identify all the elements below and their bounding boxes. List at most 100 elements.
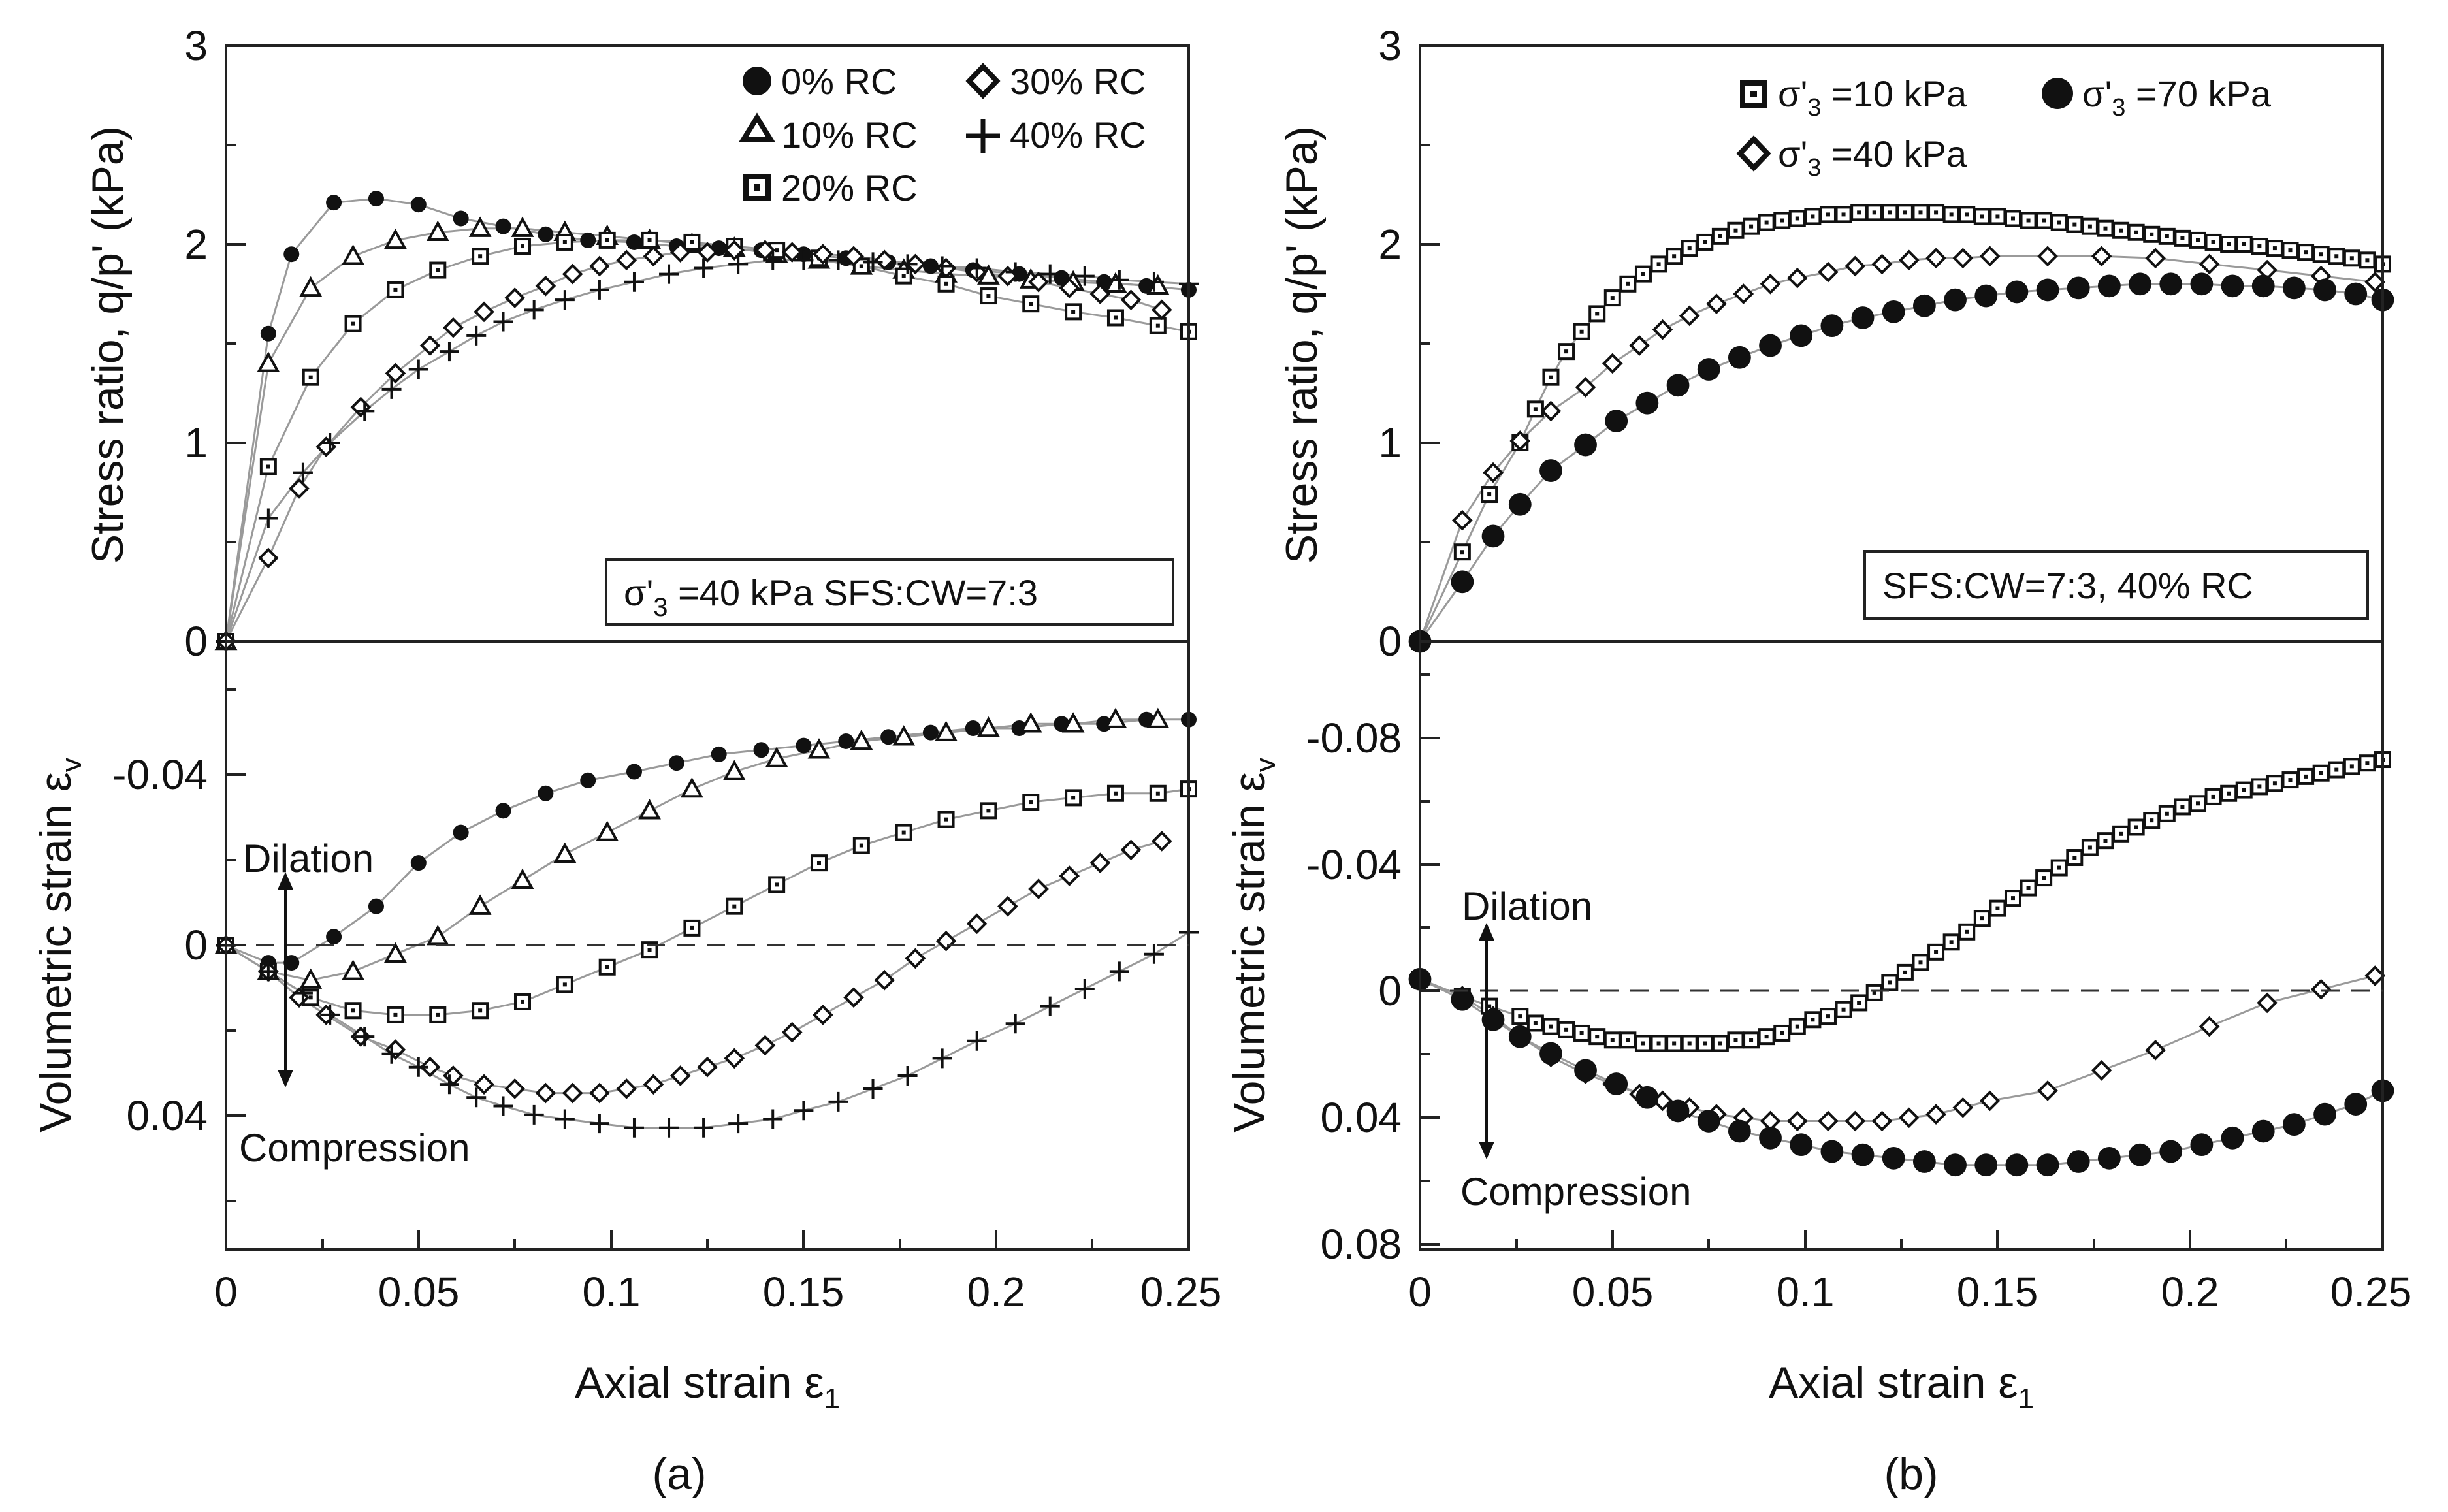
y-tick-label: 0 (1378, 967, 1402, 1014)
panel-b: 0 1 2 3 Stress ratio, q/p' (kPa) σ'3 =10… (1225, 22, 2411, 1499)
data-point-plus (589, 1114, 609, 1134)
data-point-open-diamond (997, 895, 1018, 917)
data-point-filled-circle (626, 234, 642, 250)
data-point-open-triangle (426, 220, 449, 241)
data-point-square (1743, 1031, 1760, 1049)
data-point-square (2097, 832, 2114, 850)
data-point-open-diamond (1652, 319, 1673, 340)
y-tick-label: 2 (184, 221, 208, 268)
data-point-open-triangle (384, 942, 407, 963)
legend-label-sigma-40: σ'3 =40 kPa (1778, 133, 1967, 182)
panel-b-compression-label: Compression (1460, 1170, 1691, 1214)
data-point-open-diamond (813, 1005, 833, 1025)
data-point-square (1619, 1031, 1637, 1049)
data-point-square (1927, 943, 1945, 961)
data-point-plus (408, 1057, 428, 1077)
series-line (1419, 255, 2376, 642)
panel-a-x-axis-title: Axial strain ε1 (575, 1358, 840, 1415)
panel-b-top-y-tick-labels: 0 1 2 3 (1378, 22, 1402, 665)
data-point-open-diamond (781, 1021, 803, 1043)
data-point-square (1727, 1031, 1745, 1049)
panel-b-bottom-plot-area (1408, 751, 2394, 1177)
data-point-open-diamond (1818, 261, 1839, 283)
y-tick-label: 1 (184, 419, 208, 466)
data-point-square (1819, 1008, 1837, 1025)
data-point-square (1511, 1008, 1529, 1025)
data-point-open-diamond (1483, 462, 1504, 483)
data-point-square (1958, 206, 1976, 223)
data-point-square (683, 919, 701, 937)
data-point-open-triangle (511, 868, 534, 889)
data-point-plus (555, 1109, 575, 1129)
panel-a-top-y-tick-labels: 0 1 2 3 (184, 22, 208, 665)
data-point-open-diamond (1898, 249, 1920, 271)
data-point-open-diamond (258, 547, 279, 569)
data-point-plus (728, 254, 749, 274)
data-point-filled-circle (1851, 1143, 1875, 1166)
data-point-square (387, 1006, 404, 1023)
data-point-square (1106, 309, 1124, 327)
data-point-filled-circle (1912, 294, 1936, 317)
data-point-open-triangle (1104, 707, 1127, 728)
x-tick-label: 0.05 (1572, 1268, 1654, 1315)
data-point-open-diamond (2091, 1060, 2112, 1081)
data-point-plus (320, 433, 340, 453)
data-point-square (1773, 1024, 1791, 1042)
data-point-square (1973, 910, 1991, 927)
data-point-plus (439, 1074, 459, 1095)
data-point-open-diamond (1925, 1104, 1946, 1125)
data-point-open-diamond (535, 1082, 556, 1104)
data-point-filled-circle (2282, 1113, 2306, 1136)
data-point-square (1453, 543, 1471, 561)
data-point-filled-circle (2067, 1150, 2090, 1173)
y-tick-label: -0.04 (112, 751, 208, 798)
panel-a-top-y-ticks (226, 44, 246, 643)
panel-a-label: (a) (652, 1449, 706, 1499)
data-point-open-diamond (669, 242, 691, 263)
data-point-square (1881, 974, 1899, 991)
data-point-square (1711, 1035, 1729, 1052)
data-point-open-diamond (1028, 271, 1049, 293)
data-point-open-diamond (1540, 400, 1562, 422)
data-point-square (2050, 859, 2068, 877)
data-point-square (1711, 227, 1729, 245)
data-point-square (598, 958, 616, 976)
data-point-filled-circle (453, 210, 469, 227)
data-point-open-diamond (419, 1056, 441, 1078)
data-point-open-diamond (385, 1039, 406, 1060)
data-point-filled-circle (1759, 334, 1782, 357)
data-point-open-diamond (697, 242, 718, 263)
data-point-open-diamond (2257, 992, 2278, 1014)
data-point-square (641, 231, 658, 249)
data-point-square (472, 1002, 489, 1020)
data-point-open-diamond (724, 1048, 745, 1069)
data-point-square (1927, 204, 1945, 221)
data-point-open-triangle (596, 820, 619, 841)
y-tick-label: 1 (1378, 419, 1402, 466)
data-point-filled-circle (1539, 459, 1562, 482)
data-point-open-diamond (843, 987, 864, 1008)
x-tick-label: 0.15 (1957, 1268, 2038, 1315)
data-point-open-triangle (807, 738, 831, 759)
panel-a-legend: 0% RC 10% RC 20% RC 30% RC 40% RC (738, 61, 1146, 208)
data-point-open-diamond (1602, 353, 1623, 374)
data-point-square (1696, 1035, 1714, 1052)
data-point-square (641, 941, 658, 959)
data-point-square (2204, 788, 2222, 805)
data-point-filled-circle (1728, 346, 1751, 369)
data-point-open-diamond (2310, 978, 2332, 1000)
data-point-square (1912, 954, 1929, 971)
data-point-filled-circle (2159, 1140, 2183, 1163)
data-point-open-diamond (966, 913, 988, 935)
data-point-open-diamond (504, 287, 526, 308)
data-point-plus (932, 256, 952, 276)
panel-a: 0 1 2 3 Stress ratio, q/p' (kPa) 0% RC 1… (31, 22, 1221, 1499)
data-point-open-diamond (1028, 878, 1049, 899)
data-point-plus (863, 1078, 883, 1099)
data-point-open-diamond (1818, 1110, 1839, 1132)
panel-a-condition-box (605, 558, 1174, 626)
data-point-square (429, 1006, 447, 1023)
data-point-open-diamond (874, 969, 895, 991)
data-point-square (1865, 984, 1883, 1001)
data-point-open-diamond (2364, 271, 2386, 293)
